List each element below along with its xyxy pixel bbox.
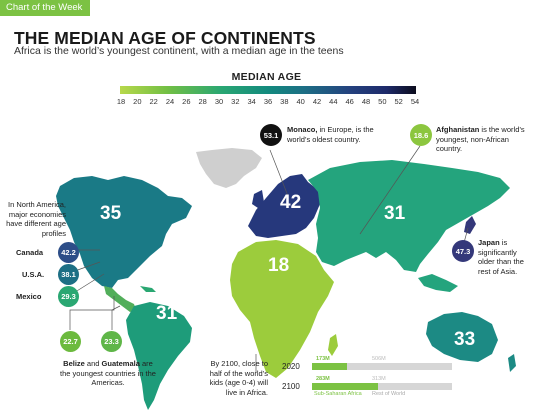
usa-label: U.S.A.: [22, 270, 45, 279]
japan-bubble: 47.3: [452, 240, 474, 262]
mexico-label: Mexico: [16, 292, 42, 301]
greenland-shape: [196, 148, 262, 188]
legend-tick: 30: [214, 97, 224, 106]
legend-tick: 26: [182, 97, 191, 106]
guatemala-bubble: 23.3: [101, 331, 122, 352]
page-subtitle: Africa is the world’s youngest continent…: [14, 45, 344, 57]
legend-tick: 36: [263, 97, 273, 106]
afghanistan-name: Afghanistan: [436, 125, 480, 134]
canada-label: Canada: [16, 248, 44, 257]
europe-median-age: 42: [280, 192, 302, 213]
legend-tick: 32: [231, 97, 240, 106]
legend-tick: 28: [198, 97, 207, 106]
uk-shape: [252, 190, 264, 208]
bar-africa-value: 173M: [316, 356, 330, 362]
legend-tick: 18: [116, 97, 126, 106]
central-america-shape: [104, 286, 136, 312]
oceania-median-age: 33: [454, 329, 476, 350]
legend-tick: 42: [312, 97, 322, 106]
bar-year-label: 2100: [282, 382, 300, 391]
bar-rest-value: 313M: [372, 376, 386, 382]
bar-legend-africa: Sub-Saharan Africa: [314, 391, 362, 397]
afghanistan-callout: Afghanistan is the world’s youngest, non…: [436, 125, 528, 154]
asia-median-age: 31: [384, 203, 406, 224]
color-scale-bar: [120, 86, 416, 94]
mexico-bubble: 29.3: [58, 286, 79, 307]
canada-bubble: 42.2: [58, 242, 79, 263]
legend-tick: 52: [394, 97, 403, 106]
belize-guatemala-callout: Belize and Guatemala are the youngest co…: [58, 359, 158, 388]
color-scale-ticks: 18 20 22 24 26 28 30 32 34 36 38 40 42 44 46 48 50 52 54: [111, 97, 425, 109]
monaco-callout: Monaco, in Europe, is the world’s oldest…: [287, 125, 382, 144]
caribbean-shape: [140, 286, 156, 292]
monaco-text: in Europe, is the world’s oldest country…: [287, 125, 374, 144]
africa-shape: [230, 240, 334, 378]
bar-legend-rest: Rest of World: [372, 391, 406, 397]
legend-tick: 46: [345, 97, 354, 106]
bar-track: [312, 363, 452, 370]
afghanistan-bubble: 18.6: [410, 124, 432, 146]
guatemala-name: Guatemala: [101, 359, 140, 368]
africa-median-age: 18: [268, 255, 290, 276]
north-america-note: In North America, major economies have d…: [6, 200, 66, 238]
afghanistan-text: is the world’s youngest, non-African cou…: [436, 125, 525, 153]
japan-name: Japan: [478, 238, 500, 247]
chart-of-the-week-tag: Chart of the Week: [0, 0, 91, 16]
japan-text: is significantly older than the rest of …: [478, 238, 524, 276]
belize-guatemala-text: are the youngest countries in the Americ…: [60, 359, 156, 387]
legend-tick: 24: [165, 97, 175, 106]
belize-bubble: 22.7: [60, 331, 81, 352]
legend-tick: 38: [280, 97, 289, 106]
monaco-bubble: 53.1: [260, 124, 282, 146]
legend-title: MEDIAN AGE: [231, 71, 302, 83]
sea-islands-shape: [418, 274, 458, 292]
africa-note: By 2100, close to half of the world’s ki…: [209, 359, 268, 397]
north-america-shape: [56, 176, 192, 288]
world-map: [56, 145, 516, 410]
south-america-median-age: 31: [156, 303, 178, 324]
europe-shape: [248, 174, 320, 238]
bar-year-label: 2020: [282, 362, 300, 371]
japan-callout: Japan is significantly older than the re…: [478, 238, 530, 276]
bar-rest-value: 506M: [372, 356, 386, 362]
asia-shape: [308, 160, 510, 272]
legend-tick: 40: [296, 97, 305, 106]
belize-guatemala-and: and: [84, 359, 102, 368]
new-zealand-shape: [508, 354, 516, 372]
monaco-name: Monaco,: [287, 125, 318, 134]
legend-tick: 44: [329, 97, 338, 106]
australia-shape: [426, 312, 498, 362]
usa-bubble: 38.1: [58, 264, 79, 285]
page-title: THE MEDIAN AGE OF CONTINENTS: [14, 28, 316, 48]
north-america-median-age: 35: [100, 203, 122, 224]
bar-track: [312, 383, 452, 390]
bar-africa-fill: [312, 363, 347, 370]
legend-tick: 50: [378, 97, 387, 106]
madagascar-shape: [328, 334, 338, 356]
belize-name: Belize: [63, 359, 85, 368]
legend-tick: 20: [133, 97, 142, 106]
bar-africa-fill: [312, 383, 378, 390]
legend-tick: 34: [247, 97, 256, 106]
legend-tick: 48: [361, 97, 371, 106]
legend-tick: 22: [149, 97, 158, 106]
japan-shape: [464, 216, 476, 234]
bar-africa-value: 283M: [316, 376, 330, 382]
south-america-shape: [126, 302, 192, 410]
legend-tick: 54: [410, 97, 420, 106]
